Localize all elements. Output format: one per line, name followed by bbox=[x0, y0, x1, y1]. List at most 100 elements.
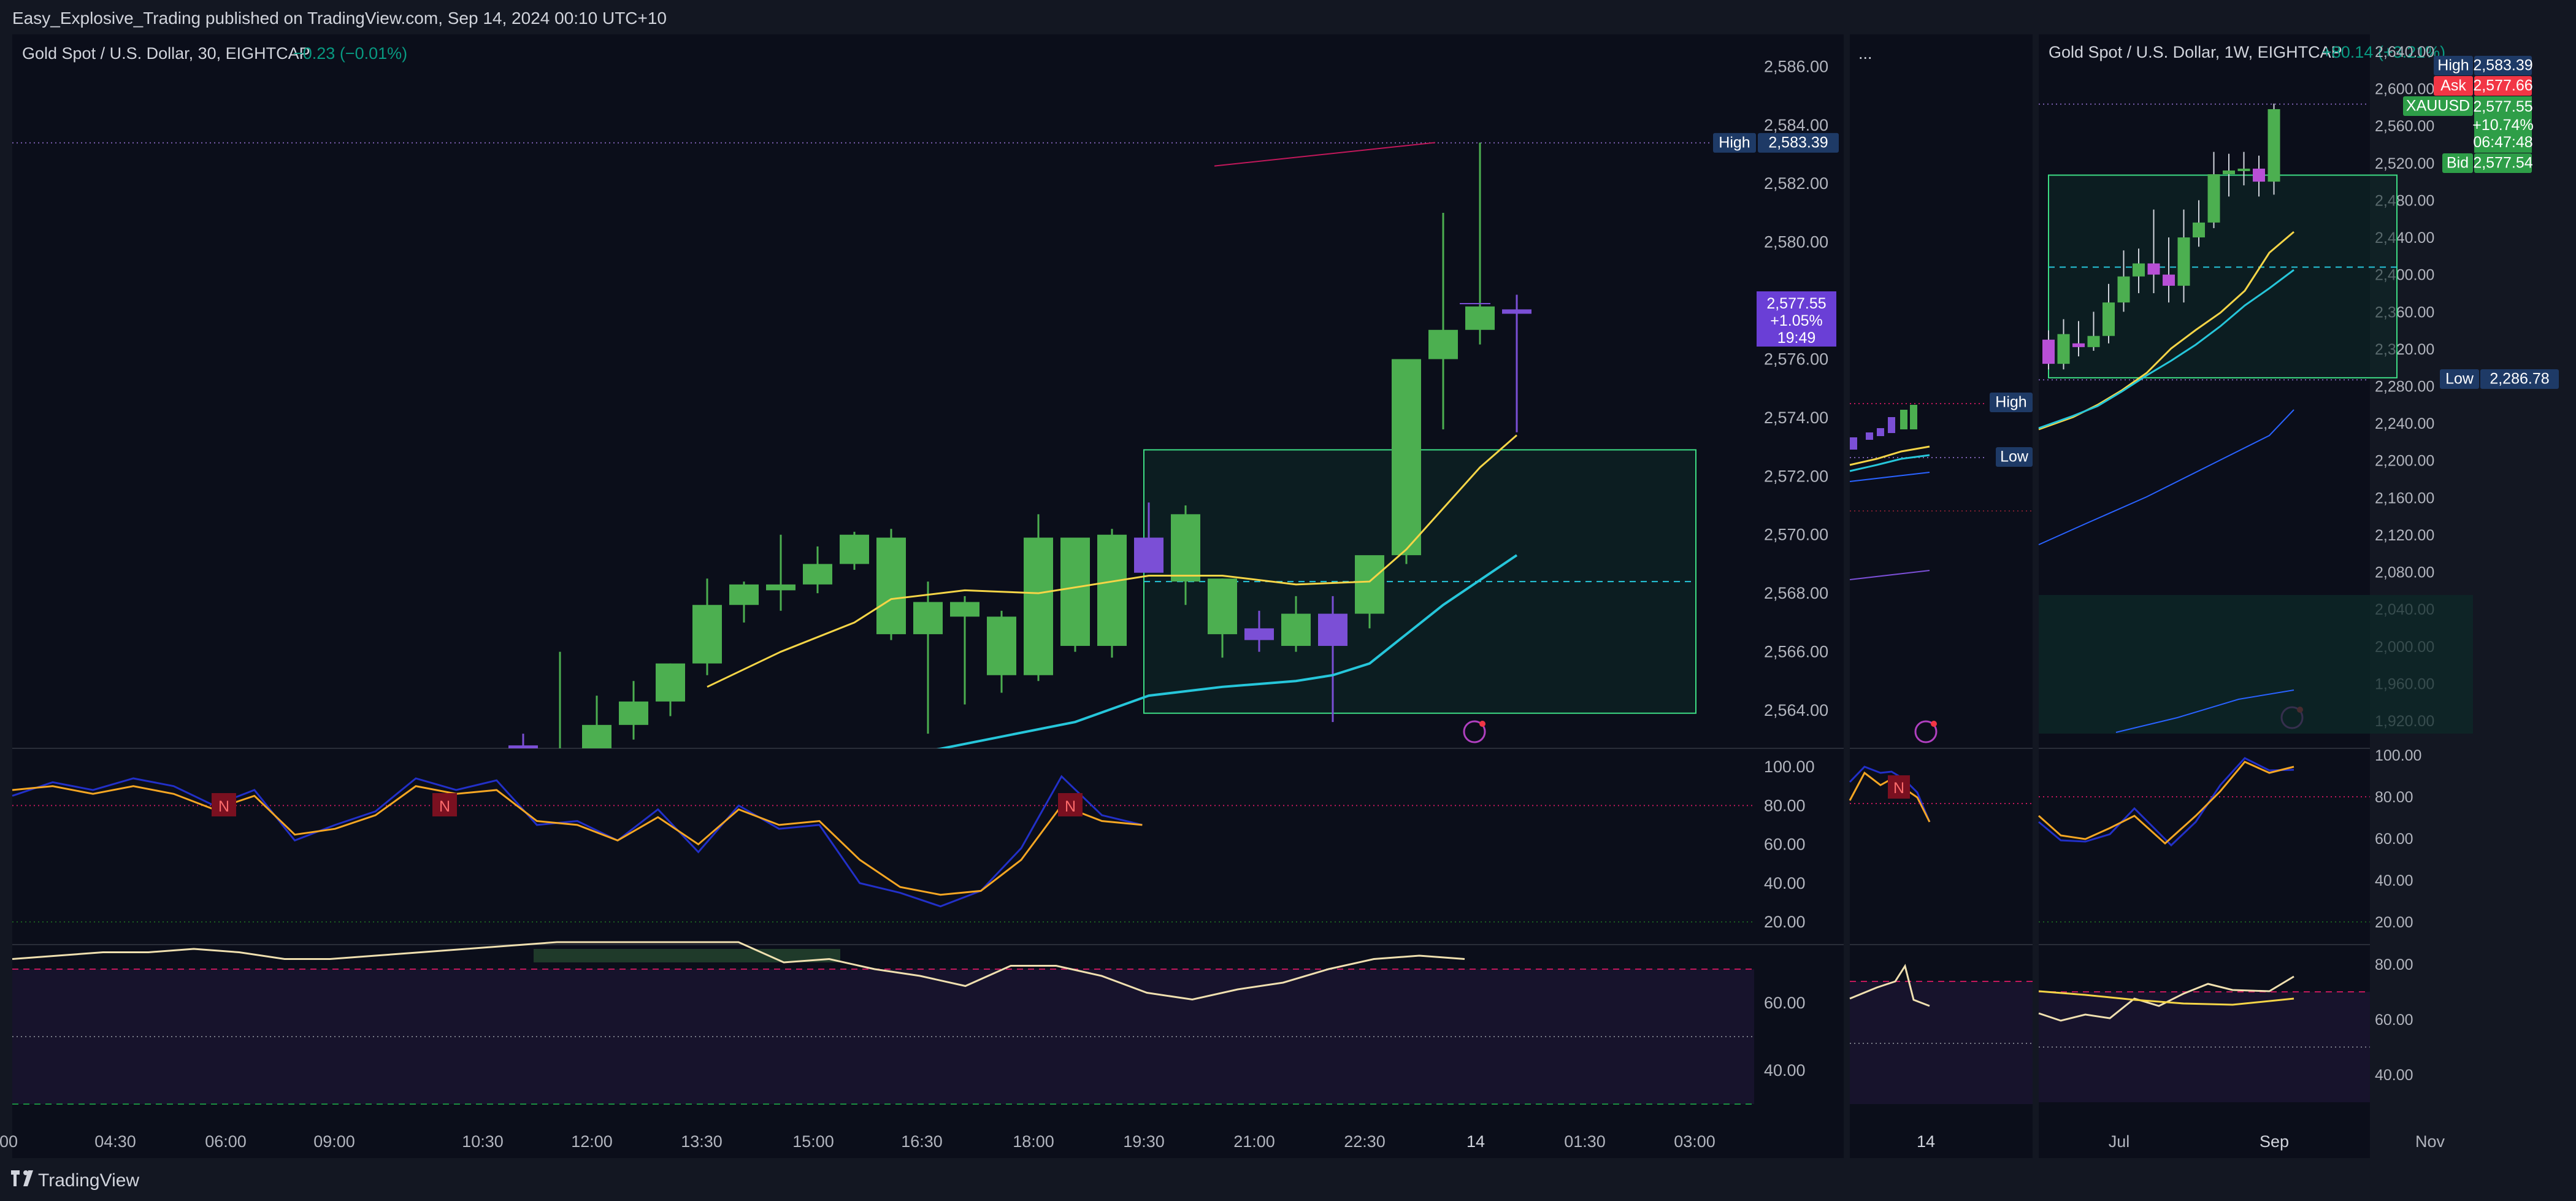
pane1-title: Gold Spot / U.S. Dollar, 30, EIGHTCAP bbox=[22, 44, 310, 63]
pane2-candle bbox=[1888, 417, 1895, 433]
pane2-ema-200 bbox=[1849, 570, 1930, 580]
pane1-stoch-label: 80.00 bbox=[1764, 796, 1806, 815]
pane2-candle bbox=[1877, 428, 1884, 436]
pane2-ema-slow bbox=[1849, 454, 1930, 472]
pane3-rsi-label: 80.00 bbox=[2375, 956, 2413, 973]
lightning-icon bbox=[1914, 720, 1938, 743]
pane3-ask-value-bg bbox=[2474, 76, 2532, 96]
pane3-price-label: 2,080.00 bbox=[2375, 564, 2434, 581]
pane3-ema-long bbox=[2038, 409, 2294, 545]
pane3-price-label: 2,600.00 bbox=[2375, 81, 2434, 98]
pane1-trend-line bbox=[1214, 142, 1436, 167]
candle-body bbox=[840, 534, 869, 564]
pane3-rsi-line bbox=[2038, 975, 2294, 1022]
pane3-low-tag-bg bbox=[2440, 369, 2479, 389]
lightning-icon bbox=[1463, 720, 1486, 743]
candle-body bbox=[876, 537, 906, 634]
pane1-time-label: 10:30 bbox=[462, 1132, 504, 1151]
pane1-time-label: 06:00 bbox=[205, 1132, 247, 1151]
pane1-time-label: 21:00 bbox=[1233, 1132, 1275, 1151]
pane2-title: ... bbox=[1858, 44, 1873, 63]
pane1-time-label: 00 bbox=[0, 1132, 18, 1151]
pane1-time-label: 13:30 bbox=[681, 1132, 723, 1151]
chart-canvas[interactable]: Gold Spot / U.S. Dollar, 30, EIGHTCAP−0.… bbox=[0, 34, 2576, 1158]
tradingview-logo-text[interactable]: TradingView bbox=[38, 1170, 140, 1191]
pane1-price-label: 2,570.00 bbox=[1764, 526, 1828, 544]
pane1-stoch-label: 20.00 bbox=[1764, 913, 1806, 931]
pane3-candle-body bbox=[2267, 109, 2280, 182]
divergence-marker-bg bbox=[212, 793, 236, 816]
pane3-ema-slow bbox=[2038, 269, 2294, 429]
pane1-rsi-ob-fill bbox=[534, 949, 840, 962]
pane3-price-label: 2,640.00 bbox=[2375, 44, 2434, 61]
pane3-candle-body bbox=[2193, 222, 2205, 238]
candle-body bbox=[692, 605, 722, 664]
pane2-high-tag-bg bbox=[1990, 393, 2033, 412]
pane3-candle-body bbox=[2103, 302, 2115, 336]
pane3-title: Gold Spot / U.S. Dollar, 1W, EIGHTCAP bbox=[2049, 43, 2342, 61]
pane3-price-label: 2,560.00 bbox=[2375, 118, 2434, 135]
pane2-rsi-line bbox=[1849, 964, 1930, 1007]
tradingview-logo-icon[interactable] bbox=[11, 1170, 33, 1186]
pane3-stoch-label: 80.00 bbox=[2375, 789, 2413, 806]
pane1-time-label: 09:00 bbox=[313, 1132, 355, 1151]
pane3-time-label: Sep bbox=[2260, 1132, 2289, 1151]
divergence-marker-bg bbox=[1058, 793, 1083, 816]
pane1-high-value-tag: 2,583.39 bbox=[1768, 134, 1828, 152]
pane1-time-label: 04:30 bbox=[94, 1132, 136, 1151]
lightning-icon-dot bbox=[1931, 721, 1937, 727]
pane3-symbol-countdown: 06:47:48 bbox=[2473, 134, 2532, 151]
pane3-bid-value-bg bbox=[2474, 153, 2532, 173]
pane3-ask-tag: Ask bbox=[2440, 77, 2466, 94]
pane1-price-label: 2,576.00 bbox=[1764, 350, 1828, 368]
candle-body bbox=[1428, 329, 1458, 359]
candle-body bbox=[1097, 534, 1127, 647]
published-info: Easy_Explosive_Trading published on Trad… bbox=[12, 9, 667, 28]
pane3-lower-zone bbox=[2039, 595, 2473, 734]
pane3-price-label: 2,240.00 bbox=[2375, 415, 2434, 432]
candle-body bbox=[1244, 628, 1274, 640]
pane1-price-label: 2,568.00 bbox=[1764, 584, 1828, 602]
candle-body bbox=[950, 602, 979, 617]
pane3-price-label: 2,200.00 bbox=[2375, 453, 2434, 470]
candle-body bbox=[803, 564, 832, 585]
pane3-stoch-label: 20.00 bbox=[2375, 914, 2413, 931]
pane2-candle bbox=[1850, 437, 1857, 450]
pane3-high-value-bg bbox=[2474, 56, 2532, 75]
pane3-rsi-ma bbox=[2038, 990, 2294, 1006]
pane1-last-price: 2,577.55 bbox=[1766, 295, 1826, 312]
pane3-bid-tag-bg bbox=[2442, 153, 2473, 173]
pane2-low-tag-bg bbox=[1996, 447, 2033, 467]
pane3-candle-body bbox=[2177, 237, 2190, 286]
pane1-rsi-label: 60.00 bbox=[1764, 994, 1806, 1012]
pane1-time-label: 14 bbox=[1466, 1132, 1485, 1151]
pane1-high-value-tag-bg bbox=[1758, 132, 1839, 153]
pane1-stoch-k bbox=[12, 775, 1143, 908]
pane1-time-label: 19:30 bbox=[1123, 1132, 1165, 1151]
pane3-stoch-label: 100.00 bbox=[2375, 747, 2421, 764]
pane3-time-label: Nov bbox=[2415, 1132, 2445, 1151]
pane3-ema-200 bbox=[2115, 689, 2294, 733]
candle-body bbox=[1465, 306, 1495, 330]
divergence-marker-bg bbox=[432, 793, 457, 816]
pane3-change: +80.14 (+3.21%) bbox=[2322, 43, 2445, 61]
pane3-candle-body bbox=[2042, 339, 2055, 364]
pane2-low-tag: Low bbox=[2000, 448, 2029, 466]
candle-body bbox=[1392, 359, 1421, 556]
pane3-bid-tag: Bid bbox=[2447, 155, 2469, 172]
pane3-price-label: 2,280.00 bbox=[2375, 378, 2434, 396]
candle-body bbox=[913, 602, 943, 634]
pane2-stoch-k bbox=[1849, 765, 1931, 823]
pane3-candle-body bbox=[2057, 334, 2070, 364]
candle-body bbox=[619, 701, 648, 725]
pane3-price-label: 2,160.00 bbox=[2375, 489, 2434, 507]
pane1-price-label: 2,582.00 bbox=[1764, 174, 1828, 193]
pane3-low-value-bg bbox=[2480, 369, 2559, 389]
pane2-candle bbox=[1910, 405, 1917, 429]
pane1-rsi-label: 40.00 bbox=[1764, 1061, 1806, 1080]
pane2-time-label: 14 bbox=[1917, 1132, 1935, 1151]
pane3-price-label: 2,520.00 bbox=[2375, 155, 2434, 172]
divergence-marker: N bbox=[218, 798, 229, 815]
pane3-candle-body bbox=[2117, 276, 2130, 303]
pane1-time-label: 18:00 bbox=[1013, 1132, 1054, 1151]
